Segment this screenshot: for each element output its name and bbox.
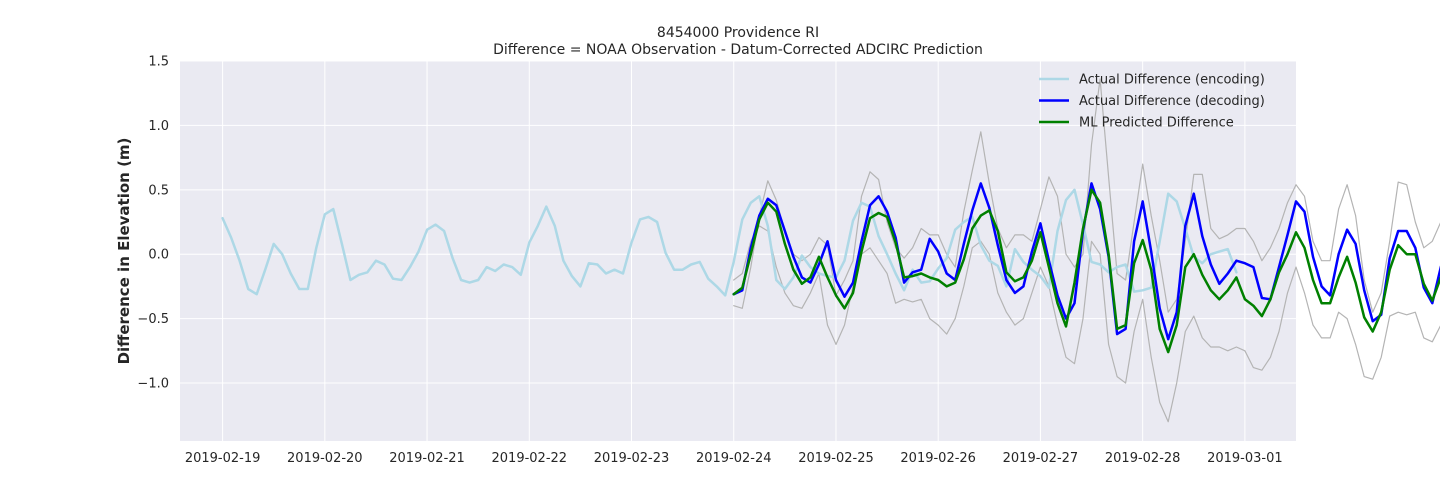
series-layer [221,78,1440,423]
legend: Actual Difference (encoding) Actual Diffe… [1039,73,1265,131]
x-tick-label: 2019-03-01 [1207,451,1283,466]
x-tick-label: 2019-02-19 [185,451,261,466]
lower-bound-line [733,225,1440,423]
x-tick-labels: 2019-02-19 2019-02-20 2019-02-21 2019-02-22… [185,451,1283,466]
series-line-ml-prediction [732,188,1440,354]
x-tick-label: 2019-02-22 [492,451,568,466]
series-line-encoding [221,188,1238,297]
y-tick-label: −1.0 [137,377,169,392]
legend-entry-ml-prediction-label: ML Predicted Difference [1079,116,1234,131]
x-tick-label: 2019-02-26 [900,451,976,466]
grid-lines [180,60,1296,441]
y-tick-label: 0.5 [148,183,169,198]
chart-title: 8454000 Providence RI [657,25,819,41]
x-tick-label: 2019-02-27 [1003,451,1079,466]
x-tick-label: 2019-02-24 [696,451,772,466]
y-tick-label: 1.0 [148,119,169,134]
plot-background [180,61,1296,441]
chart-subtitle: Difference = NOAA Observation - Datum-Co… [493,42,983,58]
y-tick-labels: 1.5 1.0 0.5 0.0 −0.5 −1.0 [137,55,169,392]
x-tick-label: 2019-02-20 [287,451,363,466]
x-tick-label: 2019-02-25 [798,451,874,466]
y-axis-label: Difference in Elevation (m) [115,138,133,365]
legend-entry-decoding-label: Actual Difference (decoding) [1079,94,1265,109]
x-tick-label: 2019-02-23 [594,451,670,466]
legend-entry-encoding-label: Actual Difference (encoding) [1079,73,1265,88]
y-tick-label: 1.5 [148,55,169,70]
x-tick-label: 2019-02-21 [389,451,465,466]
y-tick-label: −0.5 [137,312,169,327]
y-tick-label: 0.0 [148,248,169,263]
x-tick-label: 2019-02-28 [1105,451,1181,466]
